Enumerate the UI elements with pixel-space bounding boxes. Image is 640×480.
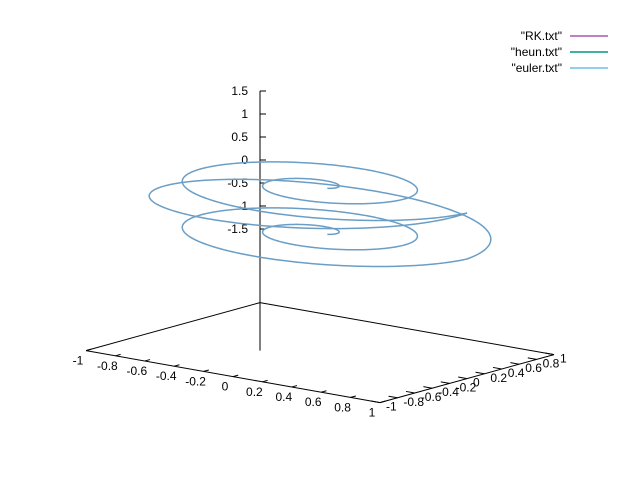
y-tick-label: 0.4 xyxy=(508,366,525,380)
x-tick-mark xyxy=(115,353,121,357)
y-tick-mark xyxy=(423,386,433,389)
back-edge-right xyxy=(259,302,555,356)
x-tick-label: -1 xyxy=(73,354,84,368)
back-edge-left xyxy=(85,302,261,352)
y-tick-label: -0.8 xyxy=(403,395,424,409)
z-tick-label: 0 xyxy=(241,153,248,167)
x-tick-label: 0.8 xyxy=(334,400,351,414)
x-tick-mark xyxy=(232,374,239,378)
y-tick-mark xyxy=(388,395,398,399)
z-tick-label: -1.5 xyxy=(227,222,248,236)
x-tick-mark xyxy=(379,400,386,404)
z-tick-label: 1 xyxy=(241,107,248,121)
x-tick-mark xyxy=(262,379,268,383)
legend: "RK.txt" "heun.txt" "euler.txt" xyxy=(511,29,608,75)
x-tick-label: -0.2 xyxy=(185,374,206,388)
z-tick-label: 1.5 xyxy=(231,84,248,98)
curve-layer xyxy=(148,161,492,268)
y-tick-mark xyxy=(475,371,485,375)
x-tick-label: 1 xyxy=(369,406,376,420)
z-tick-label: -0.5 xyxy=(227,176,248,190)
x-tick-label: 0 xyxy=(222,380,229,394)
y-tick-label: 1 xyxy=(560,352,567,366)
upper-spiral-line xyxy=(181,161,468,222)
x-tick-mark xyxy=(321,390,327,393)
y-tick-mark xyxy=(371,400,381,404)
y-tick-label: 0 xyxy=(473,376,480,390)
axes: -1 -0.8 -0.6 -0.4 -0.2 0 0.2 0.4 0.6 0.8 1 -1 -0.8-0… xyxy=(73,84,567,420)
x-tick-label: -0.4 xyxy=(156,369,177,383)
x-tick-mark xyxy=(174,364,180,367)
y-tick-mark xyxy=(545,352,555,356)
y-tick-label: -0.2 xyxy=(456,380,477,394)
x-tick-label: 0.2 xyxy=(246,385,263,399)
legend-label: "heun.txt" xyxy=(511,45,562,59)
x-tick-mark xyxy=(291,385,298,388)
x-tick-mark xyxy=(350,395,356,398)
legend-label: "euler.txt" xyxy=(511,61,562,75)
y-tick-label: 0.6 xyxy=(525,361,542,375)
y-tick-mark xyxy=(510,362,520,365)
y-tick-mark xyxy=(527,357,537,360)
legend-label: "RK.txt" xyxy=(521,29,562,43)
x-tick-label: 0.6 xyxy=(305,395,322,409)
y-tick-label: 0.2 xyxy=(490,371,507,385)
z-tick-label: -1 xyxy=(237,199,248,213)
y-tick-mark xyxy=(458,376,468,380)
y-tick-mark xyxy=(405,390,415,394)
x-tick-label: -0.8 xyxy=(97,359,118,373)
y-tick-mark xyxy=(440,381,450,384)
y-tick-label: -1 xyxy=(386,400,397,414)
x-tick-mark xyxy=(144,359,151,362)
y-tick-label: 0.8 xyxy=(543,356,560,370)
x-tick-label: 0.4 xyxy=(275,390,292,404)
x-tick-mark xyxy=(85,348,92,352)
y-tick-label: -0.6 xyxy=(421,390,442,404)
spiral-connection-line xyxy=(148,178,492,260)
y-tick-label: -0.4 xyxy=(438,385,459,399)
y-tick-mark xyxy=(492,366,502,370)
x-tick-label: -0.6 xyxy=(126,364,147,378)
lower-spiral-line xyxy=(181,207,468,268)
x-tick-mark xyxy=(203,369,209,372)
z-tick-label: 0.5 xyxy=(231,130,248,144)
